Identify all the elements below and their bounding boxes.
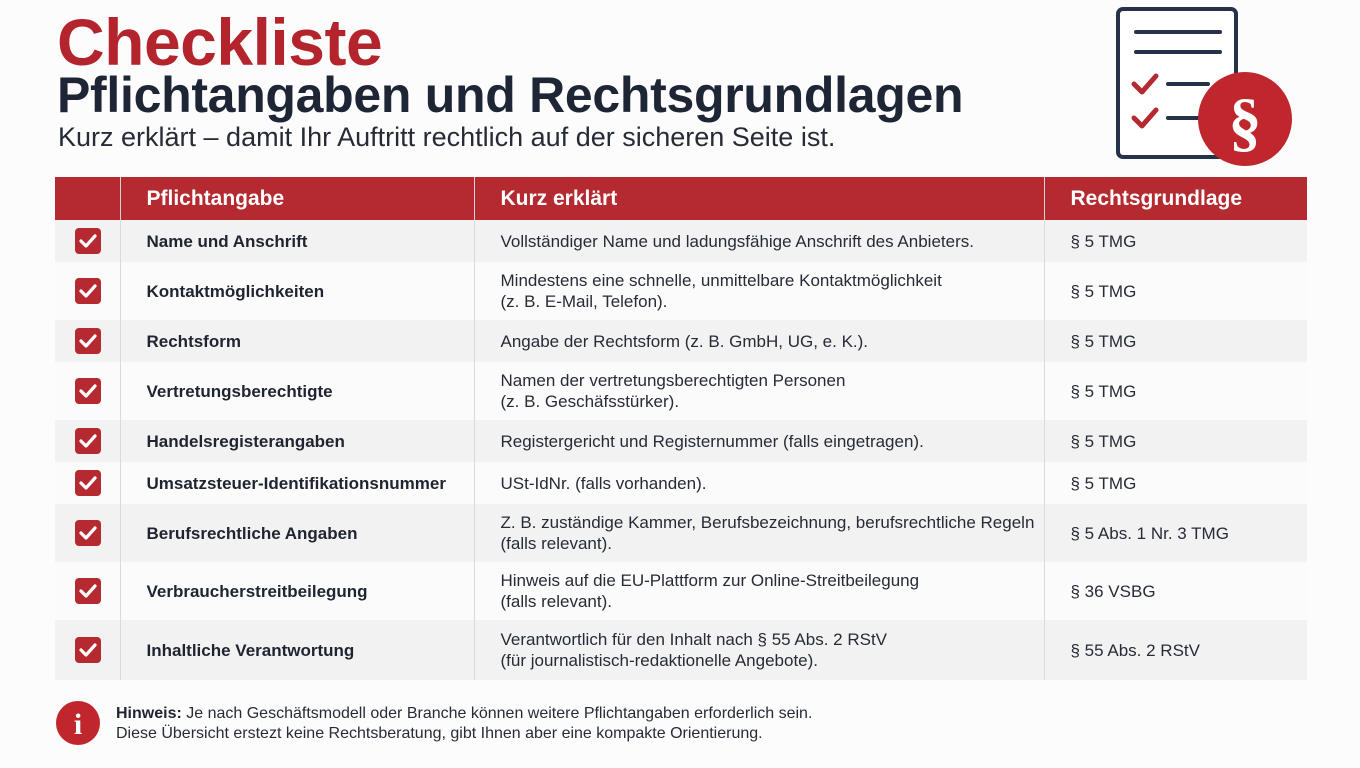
- checkbox-checked-icon[interactable]: [75, 637, 102, 663]
- explanation-cell: Angabe der Rechtsform (z. B. GmbH, UG, e…: [473, 320, 1044, 362]
- explanation-line-1: USt-IdNr. (falls vorhanden).: [500, 473, 707, 493]
- explanation-line-2: (falls relevant).: [500, 592, 612, 611]
- item-cell: Kontaktmöglichkeiten: [119, 262, 474, 320]
- checkbox-checked-icon[interactable]: [75, 428, 102, 454]
- checkbox-cell: [55, 420, 120, 462]
- legal-basis-cell: § 5 TMG: [1043, 462, 1307, 504]
- checkbox-checked-icon[interactable]: [75, 470, 102, 496]
- legal-basis-cell: § 5 TMG: [1043, 262, 1307, 320]
- item-cell: Rechtsform: [119, 320, 474, 362]
- legal-basis-cell: § 36 VSBG: [1043, 562, 1307, 620]
- item-cell: Handelsregisterangaben: [119, 420, 474, 462]
- paragraph-icon: §: [1198, 72, 1292, 166]
- table-row: Umsatzsteuer-Identifikationsnummer USt-Id…: [55, 462, 1307, 504]
- explanation-line-1: Vollständiger Name und ladungsfähige Ans…: [500, 231, 974, 251]
- checkbox-checked-icon[interactable]: [75, 578, 102, 604]
- legal-basis-cell: § 5 TMG: [1043, 320, 1307, 362]
- explanation-line-1: Registergericht und Registernummer (fall…: [500, 431, 924, 451]
- column-header-kurz-erklaert: Kurz erklärt: [473, 177, 1044, 220]
- explanation-cell: USt-IdNr. (falls vorhanden).: [473, 462, 1044, 504]
- note-line-2: Diese Übersicht erstezt keine Rechtsbera…: [116, 725, 763, 742]
- note-label: Hinweis:: [116, 705, 182, 722]
- table-row: Verbraucherstreitbeilegung Hinweis auf di…: [55, 562, 1307, 620]
- explanation-line-1: Mindestens eine schnelle, unmittelbare K…: [500, 271, 942, 290]
- table-row: Berufsrechtliche Angaben Z. B. zuständige…: [55, 504, 1307, 562]
- checkbox-cell: [55, 362, 120, 420]
- svg-text:i: i: [74, 708, 82, 741]
- explanation-cell: Registergericht und Registernummer (fall…: [473, 420, 1044, 462]
- item-cell: Umsatzsteuer-Identifikationsnummer: [119, 462, 474, 504]
- table-row: Vertretungsberechtigte Namen der vertretu…: [55, 362, 1307, 420]
- item-cell: Vertretungsberechtigte: [119, 362, 474, 420]
- checkbox-checked-icon[interactable]: [75, 278, 102, 304]
- table-header-row: Pflichtangabe Kurz erklärt Rechtsgrundla…: [55, 177, 1307, 220]
- checklist-paragraph-icon: §: [1116, 7, 1292, 166]
- note-line-1-text: Je nach Geschäftsmodell oder Branche kön…: [186, 705, 813, 722]
- note-text: Hinweis: Je nach Geschäftsmodell oder Br…: [116, 704, 812, 744]
- explanation-line-1: Namen der vertretungsberechtigten Person…: [500, 371, 846, 390]
- explanation-line-1: Verantwortlich für den Inhalt nach § 55 …: [500, 630, 888, 649]
- legal-basis-cell: § 5 Abs. 1 Nr. 3 TMG: [1043, 504, 1307, 562]
- table-row: Kontaktmöglichkeiten Mindestens eine schn…: [55, 262, 1307, 320]
- legal-basis-cell: § 55 Abs. 2 RStV: [1043, 620, 1307, 680]
- table-row: Name und Anschrift Vollständiger Name und…: [55, 220, 1307, 262]
- page-subtitle: Kurz erklärt – damit Ihr Auftritt rechtl…: [58, 122, 836, 152]
- explanation-cell: Namen der vertretungsberechtigten Person…: [473, 362, 1044, 420]
- explanation-cell: Hinweis auf die EU-Plattform zur Online-…: [473, 562, 1044, 620]
- legal-basis-cell: § 5 TMG: [1043, 220, 1307, 262]
- page-title: Checkliste: [57, 5, 383, 79]
- note-line-1: Hinweis: Je nach Geschäftsmodell oder Br…: [116, 704, 812, 724]
- svg-text:§: §: [1229, 86, 1262, 159]
- explanation-line-1: Hinweis auf die EU-Plattform zur Online-…: [500, 571, 920, 590]
- explanation-cell: Mindestens eine schnelle, unmittelbare K…: [473, 262, 1044, 320]
- explanation-cell: Z. B. zuständige Kammer, Berufsbezeichnu…: [473, 504, 1044, 562]
- column-header-rechtsgrundlage: Rechtsgrundlage: [1043, 177, 1307, 220]
- explanation-cell: Verantwortlich für den Inhalt nach § 55 …: [473, 620, 1044, 680]
- checkbox-cell: [55, 262, 120, 320]
- checkbox-cell: [55, 504, 120, 562]
- checkbox-checked-icon[interactable]: [75, 328, 102, 354]
- checkbox-cell: [55, 562, 120, 620]
- explanation-line-1: Angabe der Rechtsform (z. B. GmbH, UG, e…: [500, 331, 869, 351]
- item-cell: Name und Anschrift: [119, 220, 474, 262]
- explanation-line-2: (z. B. Geschäfsstürker).: [500, 392, 680, 411]
- item-cell: Inhaltliche Verantwortung: [119, 620, 474, 680]
- table-row: Handelsregisterangaben Registergericht un…: [55, 420, 1307, 462]
- page-heading: Pflichtangaben und Rechtsgrundlagen: [57, 67, 964, 123]
- explanation-line-2: (für journalistisch-redaktionelle Angebo…: [500, 651, 819, 670]
- checkbox-cell: [55, 620, 120, 680]
- legal-basis-cell: § 5 TMG: [1043, 362, 1307, 420]
- table-row: Inhaltliche Verantwortung Verantwortlich …: [55, 620, 1307, 680]
- explanation-line-1: Z. B. zuständige Kammer, Berufsbezeichnu…: [500, 513, 1035, 532]
- column-header-pflichtangabe: Pflichtangabe: [119, 177, 474, 220]
- explanation-line-2: (z. B. E-Mail, Telefon).: [500, 292, 668, 311]
- item-cell: Verbraucherstreitbeilegung: [119, 562, 474, 620]
- checkbox-checked-icon[interactable]: [75, 378, 102, 404]
- checkbox-cell: [55, 320, 120, 362]
- checkbox-checked-icon[interactable]: [75, 228, 102, 254]
- checkbox-checked-icon[interactable]: [75, 520, 102, 546]
- item-cell: Berufsrechtliche Angaben: [119, 504, 474, 562]
- header-checkbox-column: [55, 177, 120, 220]
- checklist-table: Pflichtangabe Kurz erklärt Rechtsgrundla…: [55, 177, 1307, 680]
- explanation-line-2: (falls relevant).: [500, 534, 612, 553]
- legal-basis-cell: § 5 TMG: [1043, 420, 1307, 462]
- table-row: Rechtsform Angabe der Rechtsform (z. B. G…: [55, 320, 1307, 362]
- checkbox-cell: [55, 220, 120, 262]
- checkbox-cell: [55, 462, 120, 504]
- explanation-cell: Vollständiger Name und ladungsfähige Ans…: [473, 220, 1044, 262]
- info-icon: i: [56, 701, 100, 745]
